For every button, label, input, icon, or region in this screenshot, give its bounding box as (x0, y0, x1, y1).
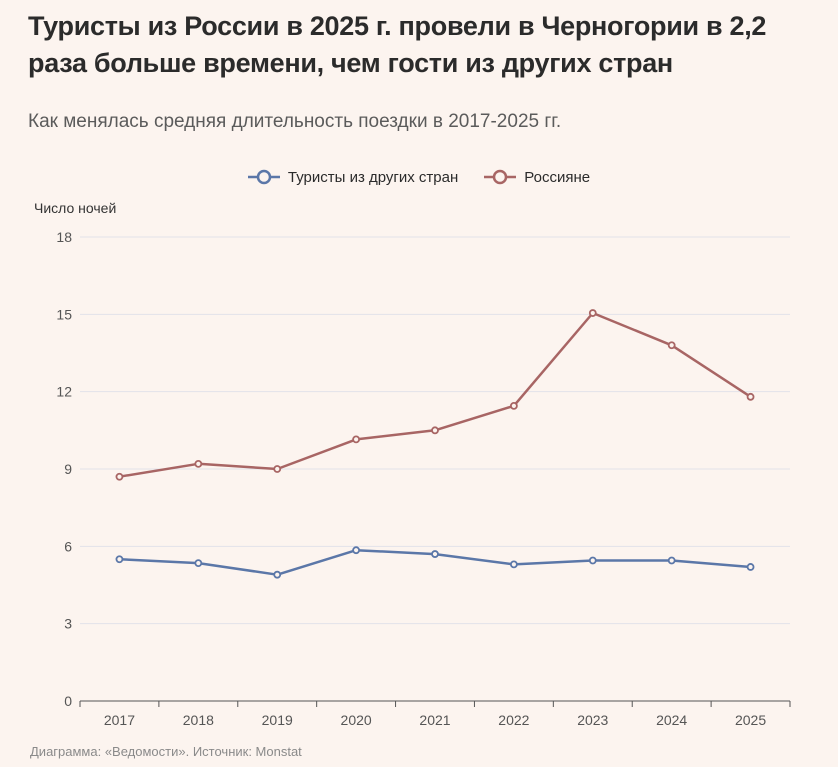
data-point-1 (194, 459, 203, 468)
data-point-0 (352, 546, 361, 555)
x-tick-label: 2021 (419, 712, 450, 728)
chart-title: Туристы из России в 2025 г. провели в Че… (28, 11, 767, 78)
x-tick-label: 2019 (262, 712, 293, 728)
y-tick-label: 18 (56, 229, 72, 245)
data-point-0 (667, 556, 676, 565)
data-point-1 (588, 309, 597, 317)
x-tick-label: 2020 (341, 712, 372, 728)
data-point-1 (667, 341, 676, 350)
legend-item-russia[interactable]: Россияне (484, 168, 590, 186)
data-point-0 (588, 556, 597, 565)
data-point-0 (194, 559, 203, 567)
data-point-1 (509, 401, 518, 410)
data-point-1 (746, 392, 755, 401)
y-tick-label: 12 (56, 384, 72, 400)
data-point-0 (746, 563, 755, 571)
data-point-1 (115, 472, 124, 481)
legend-label-russia: Россияне (524, 168, 591, 186)
y-tick-label: 15 (56, 306, 72, 322)
data-point-1 (352, 435, 361, 444)
x-tick-label: 2022 (498, 712, 529, 728)
data-point-1 (273, 465, 282, 473)
legend-marker-russia-icon (484, 169, 517, 185)
x-tick-label: 2024 (656, 712, 687, 728)
legend-item-other[interactable]: Туристы из других стран (247, 168, 459, 186)
y-tick-label: 0 (64, 693, 72, 709)
data-point-0 (431, 550, 439, 558)
y-tick-label: 3 (64, 616, 72, 632)
legend: Туристы из других стран Россияне (0, 168, 838, 186)
legend-marker-other-icon (247, 169, 280, 185)
y-tick-label: 6 (64, 538, 72, 554)
x-tick-label: 2023 (577, 712, 608, 728)
legend-label-other: Туристы из других стран (287, 168, 459, 186)
x-tick-label: 2025 (735, 712, 766, 728)
data-point-0 (273, 570, 282, 579)
data-point-1 (431, 426, 439, 435)
series-line-1 (119, 311, 752, 478)
x-tick-label: 2018 (183, 712, 214, 728)
source-footer: Диаграмма: «Ведомости». Источник: Monsta… (30, 744, 302, 759)
data-point-0 (115, 555, 124, 564)
y-tick-label: 9 (64, 461, 72, 477)
data-point-0 (509, 560, 518, 569)
chart-subtitle: Как менялась средняя длительность поездк… (28, 111, 562, 132)
y-axis-label: Число ночей (34, 200, 117, 216)
x-tick-label: 2017 (104, 712, 135, 728)
